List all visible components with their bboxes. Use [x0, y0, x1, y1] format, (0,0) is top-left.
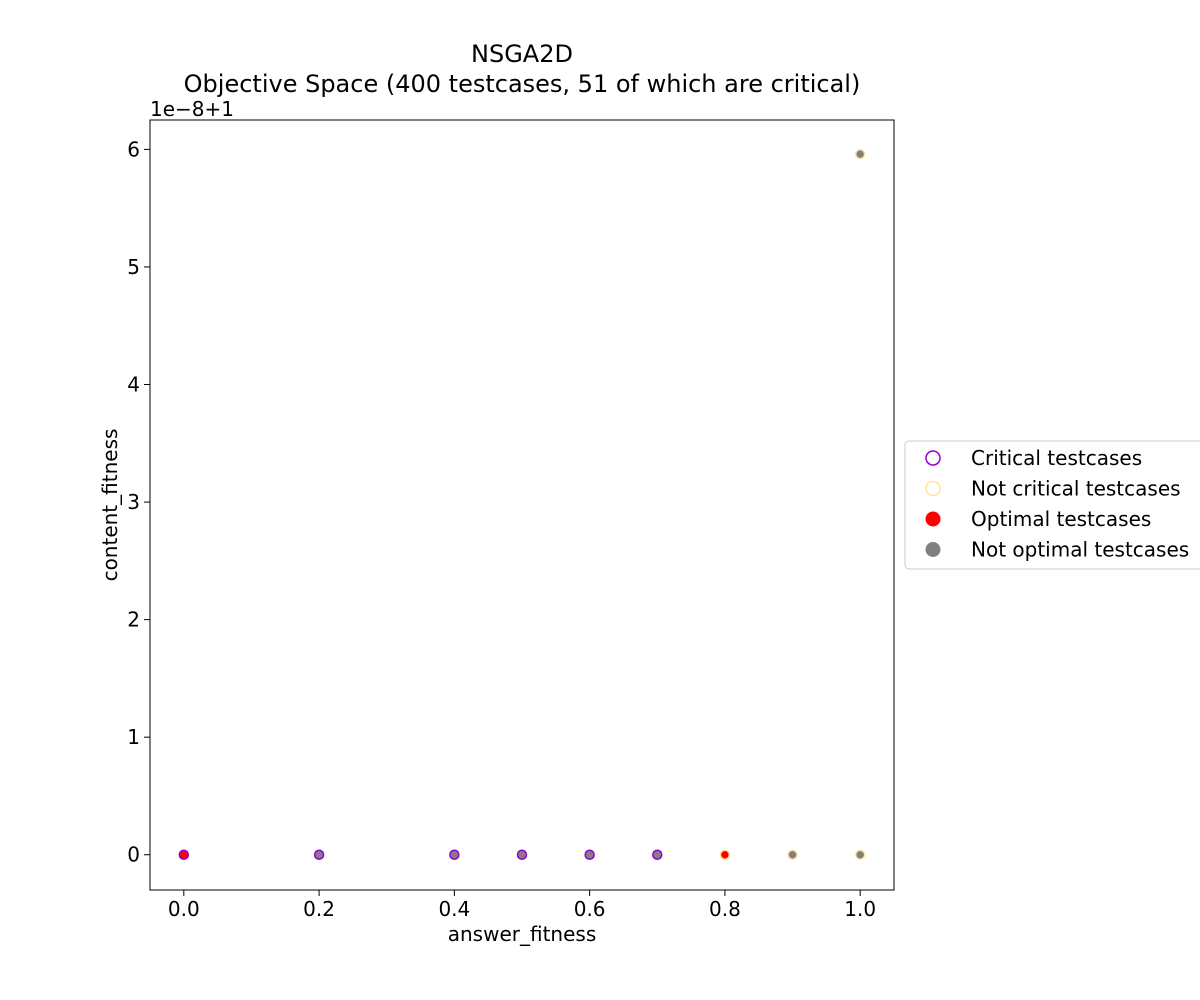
data-point [449, 849, 460, 860]
chart-title: NSGA2D [471, 40, 573, 68]
legend-label: Optimal testcases [971, 507, 1151, 531]
y-tick-label: 5 [127, 255, 140, 279]
legend: Critical testcases Not critical testcases… [904, 440, 1200, 570]
y-tick-label: 0 [127, 843, 140, 867]
data-point [854, 849, 866, 860]
data-point [787, 849, 798, 860]
x-tick-label: 0.4 [438, 897, 470, 921]
data-point [652, 849, 663, 860]
x-tick-label: 0.8 [709, 897, 741, 921]
y-offset-label: 1e−8+1 [150, 97, 234, 121]
chart-subtitle: Objective Space (400 testcases, 51 of wh… [184, 70, 861, 98]
x-tick-label: 1.0 [844, 897, 876, 921]
legend-label: Not critical testcases [971, 477, 1181, 501]
legend-marker [925, 511, 941, 527]
data-point [516, 849, 528, 860]
plot-frame [149, 119, 895, 891]
y-tick-label: 1 [127, 725, 140, 749]
x-axis-label: answer_fitness [448, 922, 597, 946]
data-point [313, 849, 325, 860]
legend-marker [925, 450, 941, 466]
x-tick-label: 0.6 [574, 897, 606, 921]
x-tick-label: 0.2 [303, 897, 335, 921]
y-axis-label: content_fitness [98, 429, 122, 582]
legend-label: Critical testcases [971, 446, 1142, 470]
y-tick-label: 6 [127, 137, 140, 161]
x-tick-label: 0.0 [168, 897, 200, 921]
data-point [584, 849, 595, 860]
y-tick-label: 2 [127, 608, 140, 632]
legend-label: Not optimal testcases [971, 538, 1189, 562]
data-point [178, 849, 190, 860]
data-point [719, 849, 731, 860]
plot-area: 0.0 0.2 0.4 0.6 0.8 1.0 0 1 2 3 4 5 6 [127, 119, 895, 921]
data-point [854, 148, 866, 160]
legend-frame [904, 440, 1200, 570]
legend-marker [925, 542, 941, 557]
legend-marker [925, 480, 941, 497]
y-tick-label: 4 [127, 373, 140, 397]
y-tick-label: 3 [127, 490, 140, 514]
